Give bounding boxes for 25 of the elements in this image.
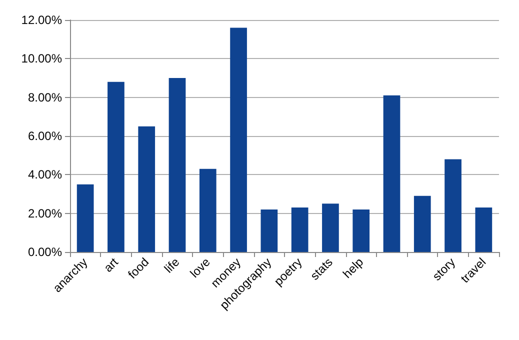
x-tick-label: help [340, 254, 366, 281]
bar [260, 209, 278, 252]
bar [352, 209, 370, 252]
bar [199, 168, 216, 252]
bar [414, 196, 431, 252]
y-tick-label: 12.00% [21, 13, 62, 27]
bar [108, 82, 124, 252]
bar [230, 28, 247, 252]
bar [383, 95, 400, 252]
y-tick-label: 2.00% [28, 206, 62, 220]
bar [168, 78, 186, 252]
y-tick-label: 8.00% [28, 90, 62, 104]
y-tick-label: 6.00% [28, 129, 62, 143]
x-tick-label: love [187, 254, 214, 281]
bar [291, 208, 308, 252]
x-tick-label: life [161, 254, 182, 276]
bar [322, 204, 339, 252]
y-tick-label: 10.00% [21, 52, 62, 66]
y-tick-label: 0.00% [28, 245, 62, 259]
bar [444, 159, 462, 252]
bar [138, 126, 156, 252]
y-tick-label: 4.00% [28, 168, 62, 182]
bar [76, 184, 94, 252]
bar [475, 208, 492, 252]
x-tick-label: art [101, 254, 122, 275]
